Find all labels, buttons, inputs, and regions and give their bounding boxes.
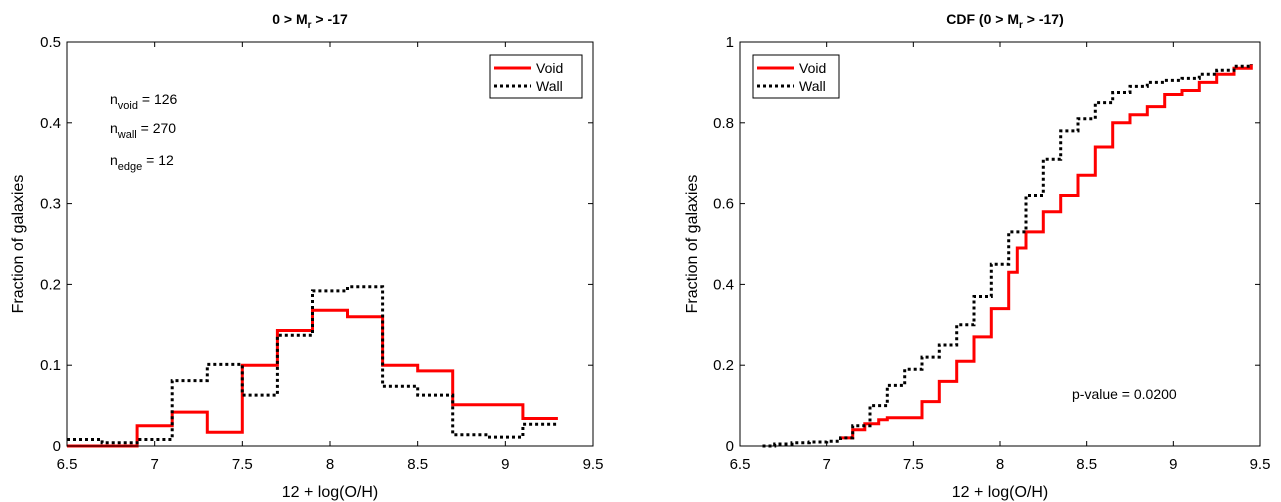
histogram-panel: 0 > Mr > -17 6.5 7 7.5 8 8.5 9 9.5 0 0.1 0.2 0.3 0.… <box>10 11 603 501</box>
cdf-y-axis-label: Fraction of galaxies <box>684 175 701 314</box>
y-tick-label: 0 <box>726 438 734 455</box>
legend-wall-label: Wall <box>799 78 826 94</box>
y-tick-label: 0.2 <box>40 276 61 293</box>
series-line-wall <box>67 285 558 445</box>
y-tick-label: 0.2 <box>713 357 734 374</box>
x-tick-label: 8.5 <box>1076 456 1097 473</box>
n-edge-annotation: nedge = 12 <box>110 152 174 173</box>
y-tick-label: 0.6 <box>713 196 734 213</box>
histogram-legend: Void Wall <box>489 54 583 99</box>
y-tick-label: 0.4 <box>713 276 734 293</box>
legend-box <box>752 54 840 99</box>
histogram-y-axis-label: Fraction of galaxies <box>10 175 27 314</box>
histogram-count-annotations: nvoid = 126 nwall = 270 nedge = 12 <box>110 91 178 173</box>
x-tick-label: 8.5 <box>407 456 428 473</box>
legend-void-label: Void <box>536 60 563 76</box>
x-tick-label: 9.5 <box>1250 456 1271 473</box>
series-line-wall <box>762 64 1253 448</box>
y-tick-label: 0.3 <box>40 196 61 213</box>
series-line-void <box>840 64 1253 440</box>
x-tick-label: 7.5 <box>232 456 253 473</box>
cdf-title: CDF (0 > Mr > -17) <box>946 11 1064 31</box>
y-tick-label: 0.1 <box>40 357 61 374</box>
n-void-annotation: nvoid = 126 <box>110 91 178 112</box>
y-tick-label: 0 <box>53 438 61 455</box>
legend-box <box>489 54 583 99</box>
x-tick-label: 7 <box>822 456 830 473</box>
y-tick-label: 0.8 <box>713 115 734 132</box>
y-tick-label: 1 <box>726 34 734 51</box>
legend-wall-label: Wall <box>536 78 563 94</box>
x-tick-label: 8 <box>996 456 1004 473</box>
x-tick-label: 7.5 <box>903 456 924 473</box>
x-tick-label: 8 <box>326 456 334 473</box>
histogram-x-axis-label: 12 + log(O/H) <box>282 484 378 501</box>
p-value-annotation: p-value = 0.0200 <box>1072 386 1177 402</box>
y-tick-label: 0.5 <box>40 34 61 51</box>
x-tick-label: 9.5 <box>583 456 604 473</box>
histogram-title: 0 > Mr > -17 <box>272 11 348 31</box>
x-tick-label: 9 <box>501 456 509 473</box>
cdf-x-axis-label: 12 + log(O/H) <box>952 484 1048 501</box>
x-tick-label: 6.5 <box>57 456 78 473</box>
cdf-axes-box <box>739 41 1261 447</box>
x-tick-label: 6.5 <box>730 456 751 473</box>
cdf-legend: Void Wall <box>752 54 840 99</box>
x-tick-label: 7 <box>150 456 158 473</box>
x-tick-label: 9 <box>1169 456 1177 473</box>
legend-void-label: Void <box>799 60 826 76</box>
y-tick-label: 0.4 <box>40 115 61 132</box>
cdf-panel: CDF (0 > Mr > -17) 6.5 7 7.5 8 8.5 9 9.5 0 0.2 0.… <box>684 11 1270 501</box>
n-wall-annotation: nwall = 270 <box>110 120 176 141</box>
